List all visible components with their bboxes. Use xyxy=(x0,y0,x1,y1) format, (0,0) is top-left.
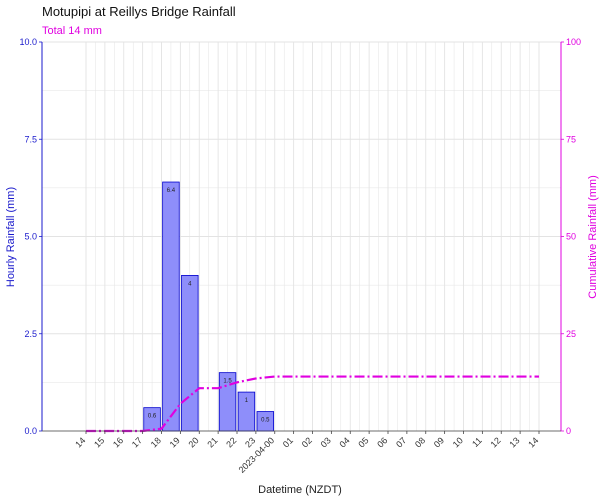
x-tick-label: 11 xyxy=(470,435,484,449)
bar-value-labels: 0.6 6.4 4 1.5 1 0.5 xyxy=(148,188,270,424)
x-tick-label: 16 xyxy=(111,435,125,449)
x-tick-label: 06 xyxy=(375,435,389,449)
x-tick-label: 15 xyxy=(92,435,106,449)
x-tick-label: 07 xyxy=(394,435,408,449)
y2-tick-label: 0 xyxy=(566,426,571,436)
bar-label-10: 0.5 xyxy=(261,418,270,424)
y-tick-label: 5.0 xyxy=(24,232,37,242)
x-tick-label: 21 xyxy=(205,435,219,449)
bar-hourly-5 xyxy=(162,181,180,432)
y-axis-label: Hourly Rainfall (mm) xyxy=(5,187,17,287)
x-tick-label: 22 xyxy=(224,435,238,449)
y-tick-label: 7.5 xyxy=(24,134,37,144)
y2-tick-label: 25 xyxy=(566,329,576,339)
x-tick-label: 13 xyxy=(507,435,521,449)
y2-tick-label: 75 xyxy=(566,134,576,144)
chart-title: Motupipi at Reillys Bridge Rainfall xyxy=(42,4,236,19)
x-tick-label: 09 xyxy=(432,435,446,449)
x-tick-label: 20 xyxy=(187,435,201,449)
y2-tick-label: 50 xyxy=(566,232,576,242)
x-tick-label: 02 xyxy=(300,435,314,449)
y-tick-label: 0.0 xyxy=(24,426,37,436)
grid xyxy=(42,41,561,432)
y2-tick-label: 100 xyxy=(566,37,581,47)
cumulative-line xyxy=(86,375,539,433)
x-tick-label: 01 xyxy=(281,435,295,449)
x-tick-label: 14 xyxy=(526,435,540,449)
bar-label-6: 4 xyxy=(188,281,192,287)
x-tick-label: 19 xyxy=(168,435,182,449)
x-tick-label: 10 xyxy=(451,435,465,449)
bar-label-9: 1 xyxy=(245,398,249,404)
x-tick-label: 17 xyxy=(130,435,144,449)
hourly-bars xyxy=(143,181,275,432)
x-tick-label: 18 xyxy=(149,435,163,449)
bar-label-5: 6.4 xyxy=(167,188,176,194)
x-tick-label: 05 xyxy=(356,435,370,449)
x-tick-label: 23 xyxy=(243,435,257,449)
x-tick-label: 12 xyxy=(489,435,503,449)
y2-axis-label: Cumulative Rainfall (mm) xyxy=(587,175,599,298)
x-tick-label: 04 xyxy=(338,435,352,449)
bar-hourly-6 xyxy=(181,274,199,432)
x-tick-label: 03 xyxy=(319,435,333,449)
y-tick-label: 2.5 xyxy=(24,329,37,339)
x-tick-label: 14 xyxy=(73,435,87,449)
x-axis-label: Datetime (NZDT) xyxy=(258,484,342,496)
x-tick-label: 08 xyxy=(413,435,427,449)
cumulative-line-layer xyxy=(86,375,539,433)
bar-label-4: 0.6 xyxy=(148,414,157,420)
chart-subtitle: Total 14 mm xyxy=(42,25,102,37)
x-tick-label: 2023-04-00 xyxy=(237,435,277,475)
y-tick-label: 10.0 xyxy=(19,37,37,47)
y-tick-labels: 0.0 2.5 5.0 7.5 10.0 xyxy=(19,37,37,436)
y2-tick-labels: 0 25 50 75 100 xyxy=(566,37,581,436)
bar-label-8: 1.5 xyxy=(223,379,232,385)
axes xyxy=(39,41,564,434)
